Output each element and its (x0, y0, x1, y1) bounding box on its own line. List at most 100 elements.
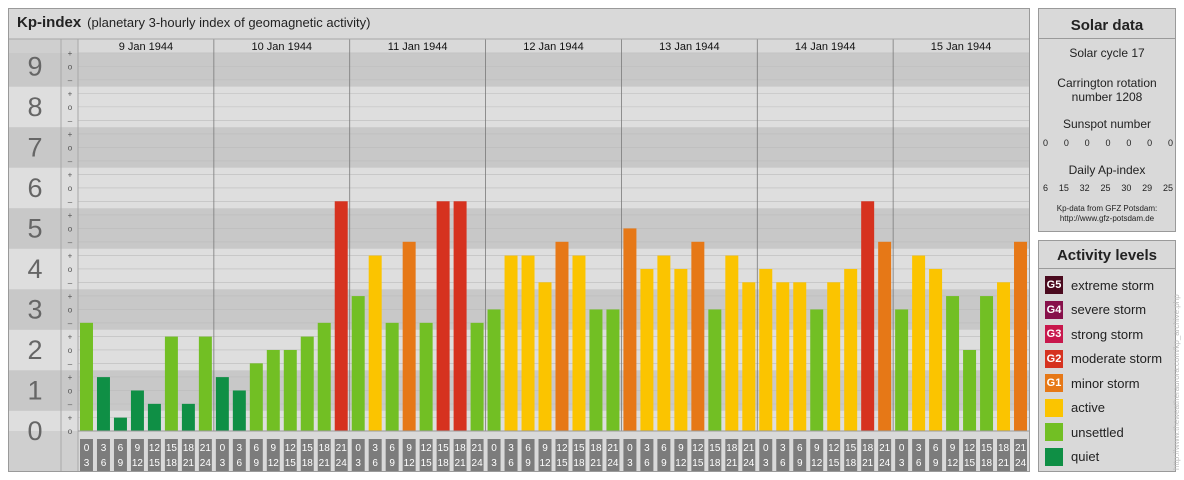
kp-band-0 (9, 410, 1029, 431)
interval-end-label: 9 (254, 458, 260, 469)
interval-end-label: 6 (101, 458, 107, 469)
interval-label-box (436, 439, 450, 471)
y-subdivision-label: o (68, 346, 73, 355)
chart-title: Kp-index (planetary 3-hourly index of geo… (17, 14, 370, 31)
y-subdivision-label: + (68, 413, 73, 422)
y-subdivision-label: – (68, 76, 73, 85)
interval-label-box (300, 439, 314, 471)
daily-ap-value: 25 (1100, 183, 1111, 193)
interval-end-label: 3 (355, 458, 361, 469)
interval-end-label: 24 (743, 458, 755, 469)
kp-bar (470, 322, 484, 431)
interval-start-label: 18 (998, 443, 1010, 454)
y-tick-label: 9 (27, 51, 42, 81)
interval-start-label: 9 (271, 443, 277, 454)
interval-end-label: 9 (661, 458, 667, 469)
interval-end-label: 9 (933, 458, 939, 469)
interval-end-label: 9 (118, 458, 124, 469)
interval-start-label: 21 (607, 443, 619, 454)
interval-start-label: 0 (355, 443, 361, 454)
kp-bar (759, 268, 773, 431)
kp-bar (606, 309, 620, 431)
interval-label-box (198, 439, 212, 471)
interval-label-box (504, 439, 518, 471)
kp-bar (504, 255, 518, 431)
interval-start-label: 6 (254, 443, 260, 454)
y-subdivision-label: o (68, 265, 73, 274)
interval-start-label: 18 (183, 443, 195, 454)
legend-swatch: G5 (1045, 276, 1063, 294)
legend-swatch: G2 (1045, 349, 1063, 368)
interval-end-label: 3 (899, 458, 905, 469)
kp-bar (725, 255, 739, 431)
interval-label-box (963, 439, 977, 471)
y-tick-label: 0 (27, 416, 42, 446)
interval-end-label: 6 (916, 458, 922, 469)
legend-swatch: G1 (1045, 374, 1063, 392)
interval-start-label: 9 (542, 443, 548, 454)
y-subdivision-label: o (68, 143, 73, 152)
kp-bar (80, 322, 93, 431)
kp-bar (249, 363, 263, 431)
interval-start-label: 6 (661, 443, 667, 454)
day-label: 10 Jan 1944 (252, 41, 313, 53)
interval-end-label: 6 (237, 458, 243, 469)
kp-bar (555, 241, 569, 431)
interval-start-label: 12 (421, 443, 433, 454)
sunspot-value: 0 (1063, 138, 1069, 148)
kp-bar (572, 255, 586, 431)
sunspot-value: 0 (1105, 138, 1111, 148)
interval-start-label: 21 (743, 443, 755, 454)
kp-bar (708, 309, 722, 431)
daily-ap-value: 30 (1121, 183, 1132, 193)
kp-bar (521, 255, 535, 431)
kp-bar (487, 309, 501, 431)
interval-start-label: 12 (149, 443, 161, 454)
interval-start-label: 6 (933, 443, 939, 454)
interval-label-box (385, 439, 399, 471)
chart-title-main: Kp-index (17, 14, 82, 31)
interval-end-label: 24 (1015, 458, 1027, 469)
legend-item: G4 severe storm (1045, 300, 1146, 320)
activity-levels-panel: Activity levels G5 extreme storm G4 severe … (1038, 240, 1176, 472)
interval-start-label: 21 (336, 443, 348, 454)
interval-end-label: 15 (149, 458, 161, 469)
interval-label-box (980, 439, 994, 471)
legend-label: minor storm (1071, 375, 1140, 391)
y-subdivision-label: + (68, 332, 73, 341)
sunspot-value: 0 (1043, 138, 1049, 148)
interval-label-box (861, 439, 875, 471)
y-subdivision-label: o (68, 305, 73, 314)
interval-end-label: 12 (404, 458, 416, 469)
y-subdivision-label: + (68, 49, 73, 58)
y-subdivision-label: + (68, 292, 73, 301)
interval-label-box (130, 439, 144, 471)
legend-item: G1 minor storm (1045, 373, 1140, 393)
sunspot-value: 0 (1147, 138, 1153, 148)
interval-start-label: 18 (455, 443, 467, 454)
interval-label-box (317, 439, 331, 471)
carrington-rotation-number: number 1208 (1071, 90, 1143, 104)
interval-label-box (878, 439, 892, 471)
interval-end-label: 18 (981, 458, 993, 469)
interval-end-label: 6 (644, 458, 650, 469)
interval-label-box (691, 439, 705, 471)
kp-bar (164, 336, 178, 431)
y-subdivision-label: – (68, 278, 73, 287)
daily-ap-label: Daily Ap-index (1068, 163, 1146, 177)
interval-label-box (147, 439, 161, 471)
y-subdivision-label: + (68, 130, 73, 139)
interval-start-label: 6 (389, 443, 395, 454)
interval-start-label: 6 (118, 443, 124, 454)
kp-bar (997, 282, 1011, 431)
kp-bar (130, 390, 144, 431)
interval-label-box (96, 439, 110, 471)
kp-bar (385, 322, 399, 431)
interval-start-label: 0 (763, 443, 769, 454)
kp-bar (776, 282, 790, 431)
y-tick-label: 7 (27, 132, 42, 162)
daily-ap-value: 15 (1058, 183, 1069, 193)
legend-label: moderate storm (1071, 351, 1163, 366)
interval-end-label: 3 (220, 458, 226, 469)
interval-start-label: 15 (573, 443, 585, 454)
